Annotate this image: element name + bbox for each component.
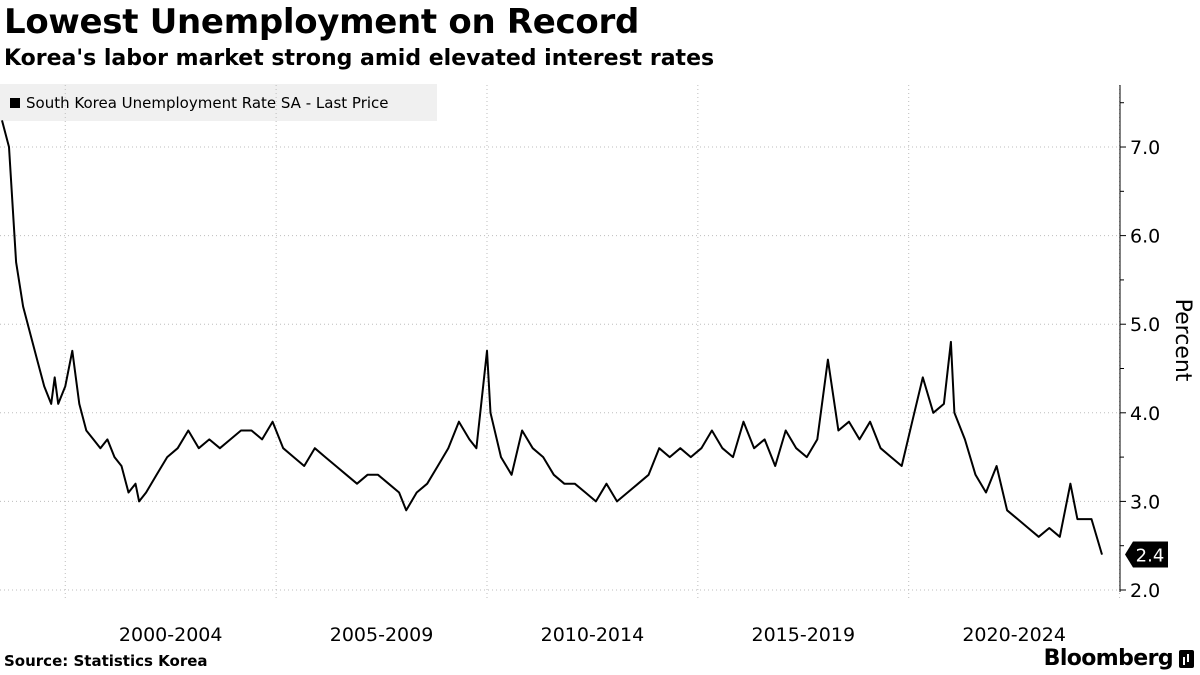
x-tick-label: 2020-2024 xyxy=(962,624,1066,646)
y-tick-label: 3.0 xyxy=(1130,491,1160,513)
y-tick-label: 6.0 xyxy=(1130,226,1160,248)
chart-title: Lowest Unemployment on Record xyxy=(4,2,639,42)
y-tick-label: 4.0 xyxy=(1130,403,1160,425)
brand-name: Bloomberg xyxy=(1043,646,1174,671)
grid-layer xyxy=(0,85,1121,600)
y-tick-label: 5.0 xyxy=(1130,314,1160,336)
axis-layer xyxy=(1119,85,1126,592)
brand: Bloomberg xyxy=(1044,646,1194,671)
x-tick-label: 2000-2004 xyxy=(119,624,223,646)
last-value-label: 2.4 xyxy=(1136,546,1165,567)
y-axis-title: Percent xyxy=(1170,299,1195,382)
legend-swatch xyxy=(10,97,20,108)
source-note: Source: Statistics Korea xyxy=(4,652,208,670)
bloomberg-logo-icon xyxy=(1179,649,1194,668)
label-layer: 7.0 6.0 5.0 4.0 3.0 2.0 2000-2004 2005-2009 2010… xyxy=(119,137,1168,646)
last-value-badge xyxy=(1125,541,1168,568)
x-tick-label: 2005-2009 xyxy=(330,624,434,646)
y-tick-label: 2.0 xyxy=(1130,580,1160,602)
legend-label: South Korea Unemployment Rate SA - Last … xyxy=(26,93,389,112)
x-tick-label: 2015-2019 xyxy=(751,624,855,646)
series-layer xyxy=(1,120,1103,555)
chart-subtitle: Korea's labor market strong amid elevate… xyxy=(4,46,715,71)
legend: South Korea Unemployment Rate SA - Last … xyxy=(0,84,437,121)
x-tick-label: 2010-2014 xyxy=(541,624,645,646)
y-tick-label: 7.0 xyxy=(1130,137,1160,159)
series-line-unemployment-rate xyxy=(1,120,1103,555)
